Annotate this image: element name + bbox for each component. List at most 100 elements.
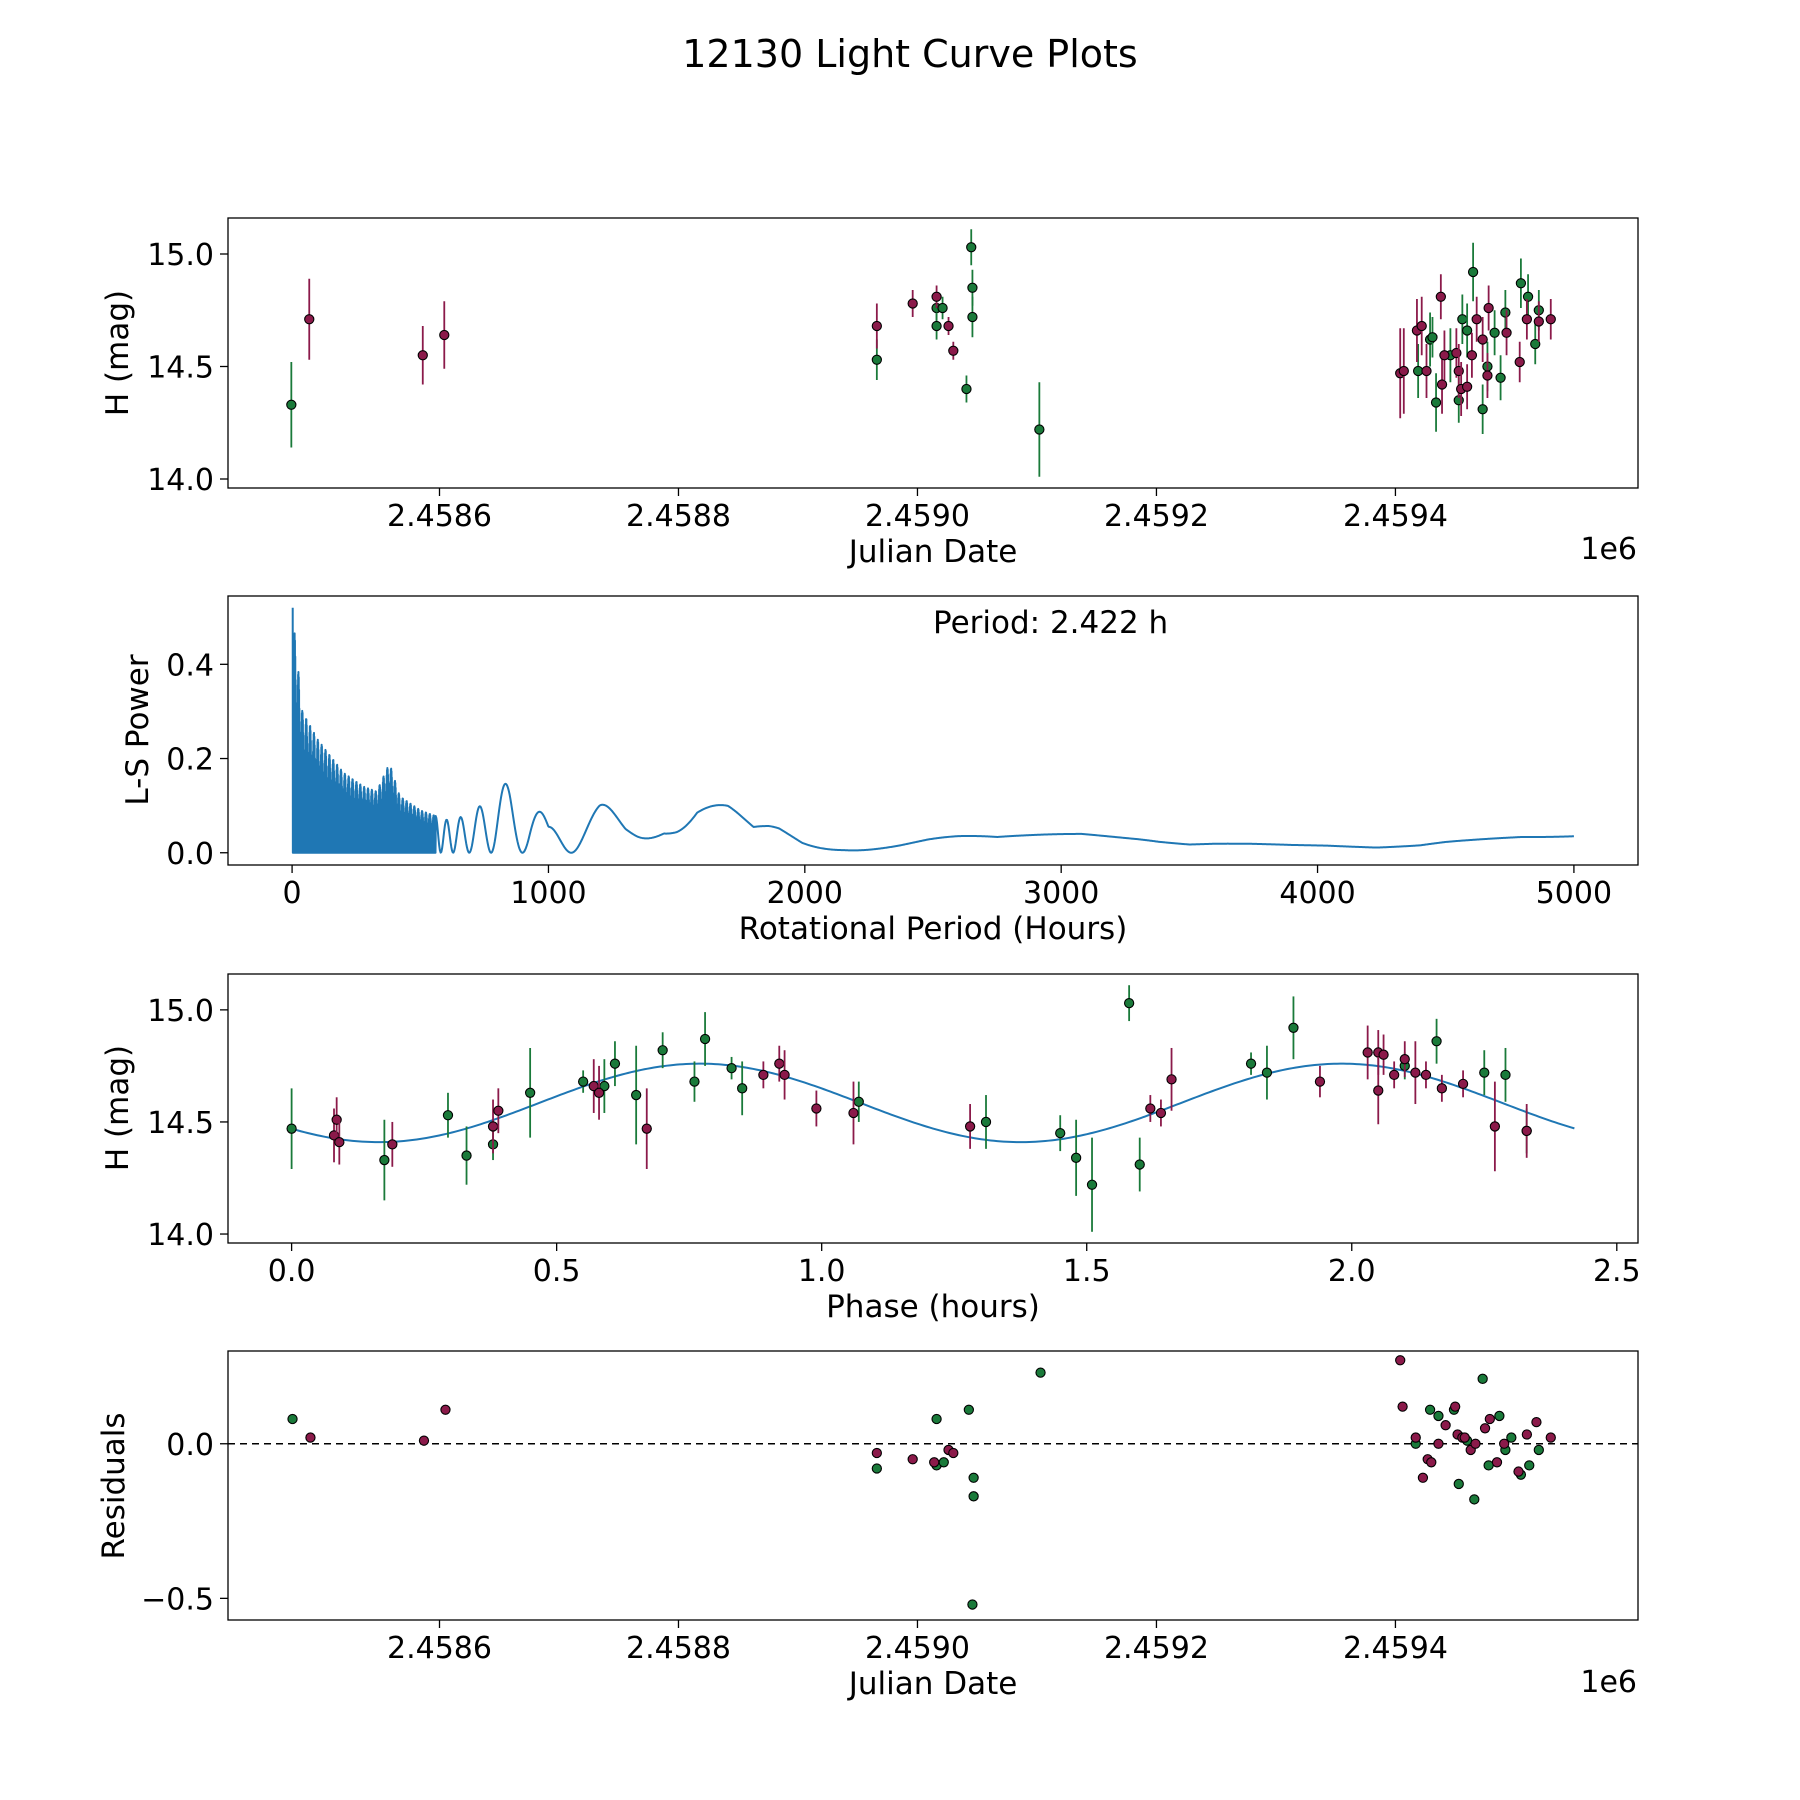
green-data-point [963, 1404, 974, 1415]
green-data-point [1479, 1067, 1490, 1078]
green-data-point [1469, 1494, 1480, 1505]
y-tick-label: 15.0 [147, 238, 214, 273]
green-data-point [1457, 314, 1468, 325]
magenta-data-point [1166, 1074, 1177, 1085]
x-tick-label: 3000 [1023, 876, 1099, 911]
y-tick-label: 14.0 [147, 1218, 214, 1253]
green-data-point [1515, 278, 1527, 289]
magenta-data-point [929, 1457, 940, 1468]
magenta-data-point [493, 1105, 504, 1116]
magenta-data-point [931, 291, 942, 302]
green-data-point [1427, 332, 1438, 343]
lightcurve-ylabel: H (mag) [100, 290, 136, 416]
magenta-data-point [418, 1435, 430, 1446]
green-data-point [967, 282, 978, 293]
magenta-data-point [1373, 1085, 1384, 1096]
x-tick-label: 2.4588 [626, 1631, 731, 1666]
green-data-point [657, 1045, 668, 1056]
magenta-data-point [1433, 1438, 1444, 1449]
green-data-point [967, 311, 978, 323]
x-tick-label: 2.4586 [387, 1631, 492, 1666]
green-data-point [968, 1491, 979, 1502]
green-data-point [980, 1116, 992, 1128]
green-data-point [967, 1599, 978, 1610]
magenta-data-point [1155, 1107, 1167, 1119]
green-data-point [1245, 1058, 1257, 1069]
green-data-point [442, 1110, 454, 1121]
lightcurve-xlabel: Julian Date [847, 534, 1018, 570]
model-fit-line [291, 1062, 1575, 1144]
green-data-point [961, 383, 972, 395]
magenta-data-point [871, 320, 882, 332]
y-tick-label: 0.0 [166, 1428, 214, 1463]
x-tick-label: 2.4588 [626, 499, 731, 534]
green-data-point [966, 242, 977, 253]
x-tick-label: 2.4592 [1104, 1631, 1209, 1666]
magenta-data-point [1483, 302, 1494, 314]
magenta-data-point [1531, 1416, 1542, 1428]
magenta-data-point [593, 1087, 605, 1098]
green-data-point [1489, 327, 1500, 338]
magenta-data-point [1521, 314, 1533, 325]
phased-xlabel: Phase (hours) [826, 1289, 1040, 1325]
green-data-point [1524, 1460, 1535, 1471]
green-data-point [524, 1087, 536, 1098]
green-data-point [1288, 1022, 1299, 1033]
x-tick-label: 0.0 [268, 1254, 316, 1289]
periodogram-line [291, 607, 1575, 854]
green-data-point [1506, 1432, 1517, 1443]
green-data-point [1530, 338, 1541, 350]
magenta-data-point [1314, 1076, 1326, 1087]
x-tick-label: 1000 [510, 876, 586, 911]
green-data-point [461, 1150, 472, 1161]
magenta-data-point [1491, 1457, 1503, 1468]
green-data-point [699, 1033, 711, 1045]
x-tick-label: 1.5 [1063, 1254, 1111, 1289]
green-data-point [1477, 1373, 1488, 1384]
magenta-data-point [948, 345, 959, 356]
magenta-data-point [1435, 291, 1446, 302]
magenta-data-point [417, 350, 428, 361]
magenta-data-point [758, 1069, 769, 1081]
green-data-point [379, 1154, 390, 1166]
magenta-data-point [907, 1454, 918, 1465]
magenta-data-point [1395, 1355, 1406, 1366]
magenta-data-point [948, 1447, 959, 1459]
green-data-point [1495, 372, 1506, 383]
magenta-data-point [440, 1404, 451, 1415]
magenta-data-point [1389, 1069, 1400, 1081]
green-data-point [871, 1463, 882, 1474]
lightcurve-frame [227, 217, 1639, 489]
magenta-data-point [1421, 365, 1432, 377]
lightcurve-plot-area: 2.4586 2.4588 2.4590 2.4592 2.4594 14.0 14.5 15… [147, 229, 1556, 534]
green-data-point [1034, 424, 1045, 435]
magenta-data-point [1513, 1466, 1524, 1477]
lightcurve-offset-text: 1e6 [1580, 532, 1637, 567]
green-data-point [1055, 1128, 1066, 1139]
green-data-point [286, 1123, 297, 1134]
green-data-point [1424, 1404, 1436, 1415]
periodogram-plot-area: 0 1000 2000 3000 4000 5000 0.0 0.2 0.4 [166, 607, 1612, 911]
y-tick-label: 0.0 [166, 837, 214, 872]
y-tick-label: 0.2 [166, 743, 214, 778]
x-tick-label: 0.5 [533, 1254, 581, 1289]
green-data-point [1500, 307, 1511, 318]
magenta-data-point [487, 1121, 499, 1132]
magenta-data-point [943, 320, 954, 332]
magenta-data-point [1398, 365, 1409, 377]
magenta-data-point [1450, 1401, 1461, 1412]
periodogram-panel: 0 1000 2000 3000 4000 5000 0.0 0.2 0.4 Period: 2… [120, 595, 1639, 947]
magenta-data-point [1545, 314, 1556, 325]
green-data-point [1070, 1152, 1082, 1163]
x-tick-label: 2.4594 [1343, 1631, 1448, 1666]
magenta-data-point [779, 1069, 790, 1081]
magenta-data-point [1484, 1413, 1495, 1425]
green-data-point [1533, 1444, 1544, 1456]
green-data-point [931, 1413, 942, 1425]
magenta-data-point [1499, 1438, 1510, 1449]
magenta-data-point [1416, 320, 1427, 332]
residuals-frame [227, 1350, 1639, 1621]
magenta-data-point [334, 1136, 345, 1148]
green-data-point [737, 1083, 748, 1094]
